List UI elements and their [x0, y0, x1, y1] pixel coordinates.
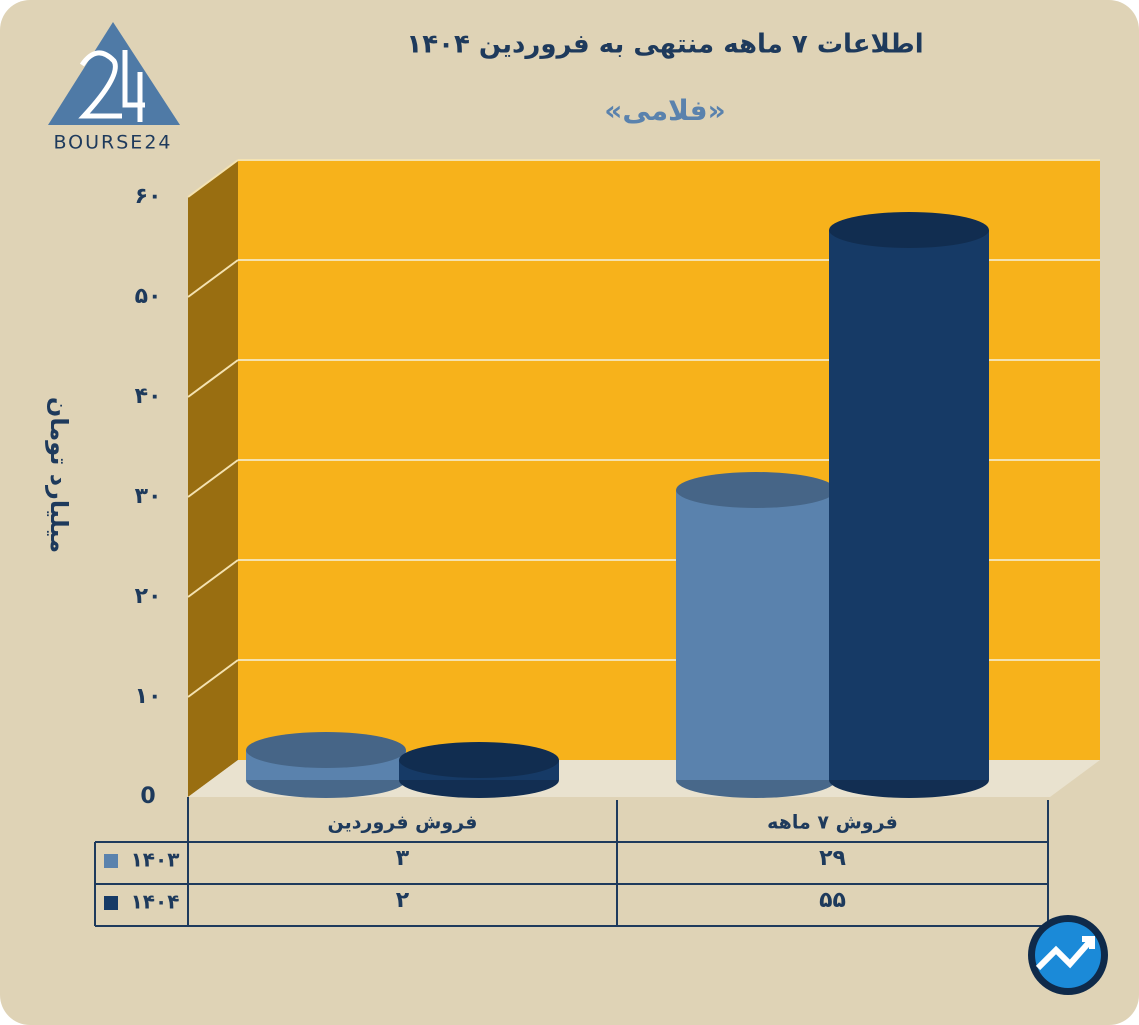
chart-subtitle: «فلامی» [604, 94, 725, 127]
logo-glyph [78, 50, 145, 122]
bar-top [676, 472, 836, 508]
table-value: ۵۵ [819, 888, 846, 913]
legend-label: ۱۴۰۴ [131, 890, 180, 914]
table-value: ۳ [396, 846, 410, 871]
grid-line [187, 659, 239, 698]
legend-swatch [104, 896, 118, 910]
y-tick-label: ۳۰ [135, 484, 162, 509]
legend-swatch [104, 854, 118, 868]
grid-line [187, 459, 239, 498]
logo-text: BOURSE24 [53, 132, 172, 154]
grid-line [187, 359, 239, 398]
y-axis-title: میلیارد تومان [45, 397, 73, 553]
icon-arrow [1035, 936, 1095, 971]
y-tick-label: ۵۰ [135, 284, 162, 309]
bar-top [246, 732, 406, 768]
plot: فروش فروردین ۳ ۲ فروش ۷ ماهه ۲۹ ۵۵ ۱۴۰۳ ۱۴۰۴ [104, 212, 989, 914]
y-tick-label: ۲۰ [135, 584, 162, 609]
grid-line [187, 159, 239, 198]
table-value: ۲ [396, 888, 410, 913]
grid-line [187, 259, 239, 298]
logo: BOURSE24 [48, 22, 180, 154]
y-tick-label: ۱۰ [135, 684, 162, 709]
bar [676, 490, 836, 780]
grid-line [187, 559, 239, 598]
table-frame [94, 797, 1049, 927]
y-tick-label: ۶۰ [135, 184, 162, 209]
icon-disc [1035, 922, 1101, 988]
corner-icon [1028, 915, 1108, 995]
chart-title: اطلاعات ۷ ماهه منتهی به فروردین ۱۴۰۴ [406, 30, 923, 60]
bar [829, 230, 989, 780]
x-tick-label: فروش ۷ ماهه [767, 812, 898, 834]
y-tick-label: ۴۰ [135, 384, 162, 409]
bar-top [829, 212, 989, 248]
legend-label: ۱۴۰۳ [131, 848, 180, 872]
bar-top [399, 742, 559, 778]
table-value: ۲۹ [819, 846, 846, 871]
x-tick-label: فروش فروردین [328, 812, 478, 834]
y-tick-label: 0 [140, 784, 155, 809]
